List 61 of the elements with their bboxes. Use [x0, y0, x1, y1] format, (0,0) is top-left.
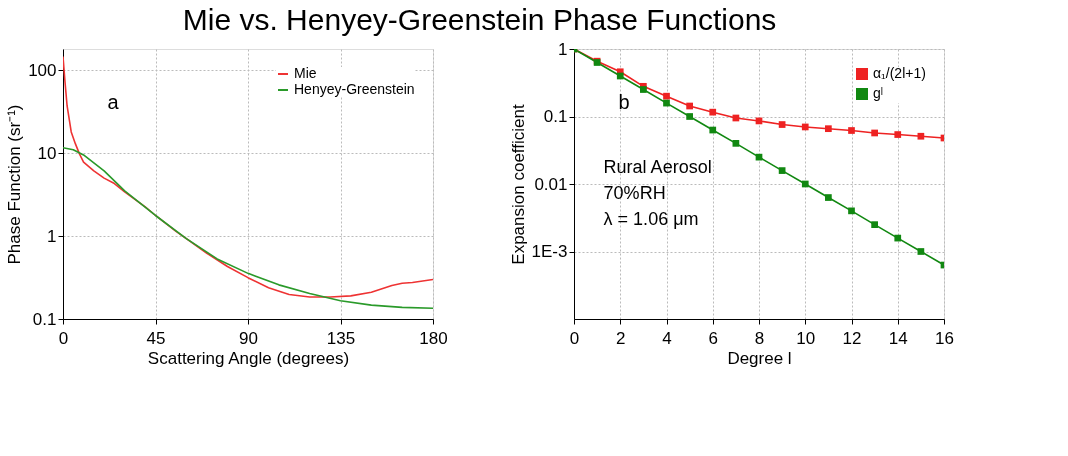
y-tick-label: 10: [37, 143, 57, 163]
annotation: a: [107, 91, 120, 113]
annotation: 70%RH: [603, 182, 666, 203]
legend-label: Henyey-Greenstein: [294, 81, 415, 97]
x-tick-label: 4: [662, 328, 672, 348]
chart-title: Mie vs. Henyey-Greenstein Phase Functions: [182, 2, 777, 36]
x-tick-label: 14: [888, 328, 908, 348]
line-series: [63, 146, 433, 309]
point: [616, 72, 624, 80]
point: [801, 123, 809, 131]
point: [825, 125, 832, 133]
x-tick-label: 45: [146, 328, 166, 348]
point: [894, 234, 902, 242]
annotation: Rural Aerosol: [603, 156, 712, 177]
x-tick-label: 180: [419, 328, 448, 348]
point: [894, 131, 902, 138]
point: [663, 92, 670, 100]
point: [917, 132, 925, 140]
point: [778, 167, 786, 174]
x-tick-label: 90: [239, 328, 258, 348]
y-axis-title: Phase Function (sr⁻¹): [5, 104, 25, 265]
point: [732, 140, 740, 147]
y-tick-label: 1: [47, 226, 57, 246]
x-tick-label: 6: [708, 328, 718, 348]
x-axis-title: Scattering Angle (degrees): [147, 348, 350, 368]
y-tick-label: 1E-3: [531, 242, 568, 261]
x-tick-label: 2: [616, 328, 626, 348]
point: [709, 126, 717, 134]
x-tick-label: 8: [754, 328, 765, 348]
point: [825, 194, 832, 201]
x-tick-label: 12: [842, 328, 862, 348]
y-tick-label: 0.1: [543, 107, 568, 126]
x-tick-label: 16: [935, 328, 954, 348]
point: [709, 108, 717, 116]
line-series: [63, 55, 433, 298]
point: [871, 221, 878, 228]
legend-label: gˡ: [873, 85, 883, 101]
point: [686, 113, 693, 120]
y-axis-title: Expansion coefficient: [508, 104, 528, 265]
point: [917, 248, 925, 255]
point: [871, 129, 878, 137]
annotation: λ = 1.06 μm: [603, 208, 699, 229]
point: [848, 207, 855, 215]
point: [801, 180, 809, 188]
point: [686, 102, 693, 110]
y-tick-label: 1: [558, 39, 568, 59]
point: [848, 127, 855, 134]
annotation: b: [618, 91, 630, 113]
point: [663, 99, 670, 107]
point: [640, 86, 647, 93]
legend-label: Mie: [294, 65, 317, 81]
x-tick-label: 135: [326, 328, 356, 348]
x-axis-title: Degree l: [727, 348, 792, 368]
y-tick-label: 100: [28, 60, 57, 80]
x-tick-label: 0: [58, 328, 69, 348]
legend-label: α₁/(2l+1): [873, 65, 926, 81]
y-tick-label: 0.01: [534, 174, 568, 194]
x-tick-label: 10: [796, 328, 816, 348]
x-tick-label: 0: [569, 328, 580, 348]
y-tick-label: 0.1: [32, 309, 57, 329]
point: [778, 121, 786, 128]
